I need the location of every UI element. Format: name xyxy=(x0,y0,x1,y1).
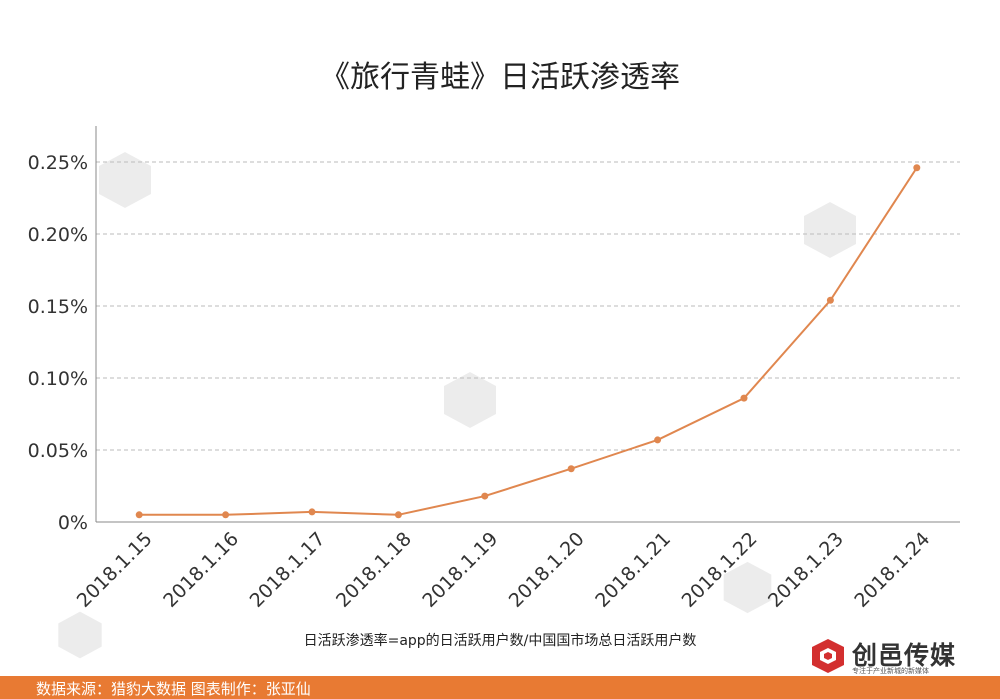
source-bar: 数据来源：猎豹大数据 图表制作：张亚仙 xyxy=(0,676,1000,699)
x-tick-label: 2018.1.23 xyxy=(764,528,848,612)
x-tick-label: 2018.1.20 xyxy=(505,528,589,612)
y-tick-label: 0.15% xyxy=(28,296,88,318)
x-tick-label: 2018.1.19 xyxy=(418,528,502,612)
data-point xyxy=(394,511,402,519)
x-tick-label: 2018.1.16 xyxy=(159,528,243,612)
chart-title: 《旅行青蛙》日活跃渗透率 xyxy=(320,60,680,95)
y-tick-label: 0.10% xyxy=(28,368,88,390)
brand-slogan: 专注于产业新城的新媒体 xyxy=(852,667,929,675)
x-tick-label: 2018.1.17 xyxy=(246,528,330,612)
data-point xyxy=(308,508,316,516)
x-tick-label: 2018.1.21 xyxy=(591,528,675,612)
brand-cube-icon xyxy=(812,639,844,673)
x-tick-label: 2018.1.18 xyxy=(332,528,416,612)
x-tick-label: 2018.1.15 xyxy=(73,528,157,612)
x-tick-label: 2018.1.24 xyxy=(850,528,934,612)
y-tick-label: 0.05% xyxy=(28,440,88,462)
data-point xyxy=(740,394,748,402)
chart-footnote: 日活跃渗透率=app的日活跃用户数/中国国市场总日活跃用户数 xyxy=(303,633,697,649)
data-point xyxy=(222,511,230,519)
data-point xyxy=(654,436,662,444)
y-tick-label: 0% xyxy=(58,512,88,534)
brand-logo: 创邑传媒 专注于产业新城的新媒体 xyxy=(810,636,990,676)
data-point xyxy=(135,511,143,519)
data-point xyxy=(913,164,921,172)
x-tick-label: 2018.1.22 xyxy=(678,528,762,612)
brand-name: 创邑传媒 xyxy=(852,641,957,670)
data-point xyxy=(826,296,834,304)
data-point xyxy=(481,492,489,500)
data-source-text: 数据来源：猎豹大数据 图表制作：张亚仙 xyxy=(36,680,311,698)
y-tick-label: 0.25% xyxy=(28,152,88,174)
series-line xyxy=(139,167,918,516)
data-point xyxy=(567,465,575,473)
y-tick-label: 0.20% xyxy=(28,224,88,246)
